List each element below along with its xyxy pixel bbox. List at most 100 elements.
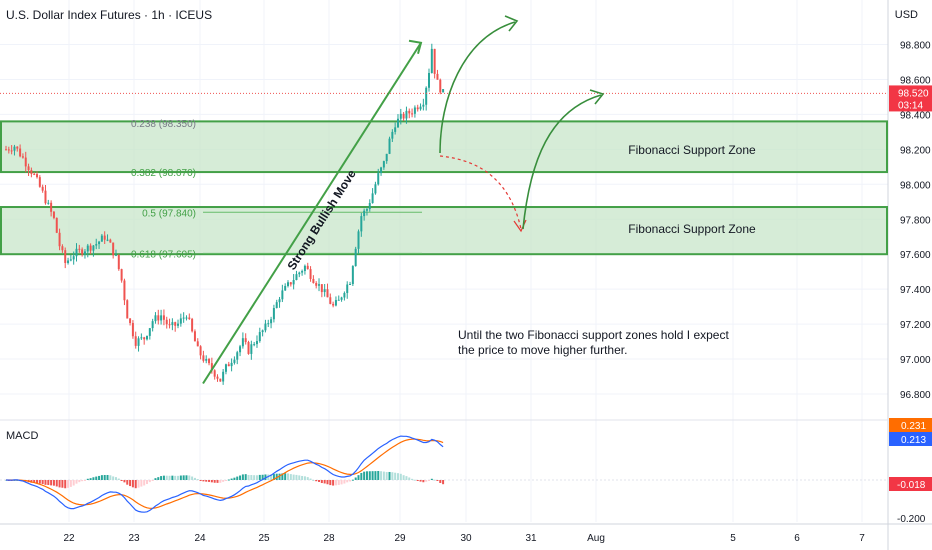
macd-signal-tag — [889, 418, 932, 432]
macd-histogram-bar — [199, 480, 202, 481]
candle-body — [433, 48, 436, 74]
macd-histogram-bar — [208, 480, 211, 482]
candle-body — [7, 149, 10, 151]
macd-histogram-bar — [143, 480, 146, 486]
macd-histogram-bar — [185, 475, 188, 480]
candle-body — [233, 359, 236, 363]
macd-histogram-bar — [103, 474, 106, 480]
macd-histogram-bar — [354, 477, 357, 480]
macd-histogram-bar — [382, 471, 385, 480]
candle-body — [222, 371, 225, 382]
macd-histogram-bar — [380, 471, 383, 480]
macd-histogram-bar — [309, 478, 312, 480]
candle-body — [16, 146, 19, 149]
macd-histogram-bar — [422, 480, 425, 483]
macd-histogram-bar — [292, 474, 295, 480]
projection-arrow-rebound — [522, 94, 602, 230]
candle-body — [394, 127, 397, 132]
macd-histogram-bar — [287, 473, 289, 480]
candle-body — [408, 110, 411, 114]
candle-body — [13, 146, 16, 151]
macd-histogram-bar — [188, 475, 191, 480]
macd-histogram-bar — [442, 480, 445, 485]
trendline-arrowhead — [408, 39, 423, 55]
macd-histogram-bar — [52, 480, 55, 486]
macd-histogram-bar — [278, 473, 281, 480]
candle-body — [326, 289, 329, 298]
macd-histogram-bar — [213, 480, 216, 483]
macd-histogram-bar — [258, 474, 261, 480]
zone-label-lower: Fibonacci Support Zone — [628, 222, 756, 236]
macd-histogram-bar — [399, 473, 402, 480]
macd-histogram-bar — [272, 474, 275, 480]
macd-histogram-bar — [202, 480, 205, 482]
candle-body — [363, 210, 366, 217]
macd-histogram-value: -0.018 — [897, 480, 926, 491]
macd-histogram-bar — [270, 474, 273, 480]
macd-histogram-bar — [318, 480, 321, 482]
macd-histogram-bar — [281, 473, 284, 480]
x-axis-tick-label: 29 — [394, 533, 406, 544]
candle-body — [264, 323, 267, 331]
macd-histogram-bar — [255, 475, 258, 480]
candle-body — [5, 149, 7, 151]
candle-body — [436, 73, 439, 80]
macd-histogram-bar — [236, 476, 239, 480]
candle-body — [318, 284, 321, 286]
macd-histogram-bar — [224, 480, 227, 481]
candle-body — [38, 177, 41, 187]
macd-histogram-bar — [92, 477, 95, 480]
macd-histogram-bar — [174, 475, 177, 480]
candle-body — [36, 174, 39, 178]
candle-body — [261, 330, 264, 333]
candle-body — [388, 138, 391, 154]
candle-body — [298, 272, 301, 275]
macd-histogram-bar — [267, 474, 270, 480]
macd-histogram-bar — [334, 480, 337, 486]
candle-body — [244, 338, 247, 343]
projection-arrowhead-rebound — [589, 89, 605, 105]
candle-body — [239, 346, 242, 353]
candle-body — [103, 235, 106, 240]
candle-body — [275, 302, 278, 308]
candle-body — [270, 319, 273, 324]
macd-histogram-bar — [112, 476, 115, 480]
macd-histogram-bar — [253, 475, 256, 480]
macd-histogram-bar — [61, 480, 64, 488]
candle-body — [287, 282, 289, 286]
macd-histogram-bar — [227, 479, 230, 481]
macd-histogram-bar — [69, 480, 72, 487]
macd-histogram-bar — [50, 480, 53, 486]
candle-body — [303, 265, 306, 272]
macd-line-value: 0.213 — [901, 435, 926, 446]
macd-histogram-bar — [323, 480, 326, 484]
candle-body — [334, 300, 337, 306]
candle-body — [188, 317, 191, 319]
candle-body — [295, 274, 298, 281]
candle-body — [439, 79, 442, 93]
fib-level-label: 0.238 (98.350) — [131, 119, 196, 130]
candle-body — [30, 170, 33, 174]
candle-body — [340, 297, 343, 300]
candle-body — [236, 352, 239, 360]
candle-body — [258, 332, 261, 342]
candle-body — [191, 318, 194, 332]
candle-body — [126, 300, 129, 319]
candle-body — [292, 280, 295, 285]
y-axis-tick-label: 98.000 — [900, 180, 931, 191]
chart-title: U.S. Dollar Index Futures · 1h · ICEUS — [6, 8, 213, 22]
macd-histogram-bar — [247, 474, 250, 480]
currency-label[interactable]: USD — [894, 9, 918, 21]
fib-level-label: 0.382 (98.070) — [131, 168, 196, 179]
candle-body — [44, 190, 47, 204]
candle-body — [199, 346, 202, 356]
candle-body — [89, 245, 92, 251]
candle-body — [193, 331, 196, 342]
candle-body — [230, 362, 233, 367]
candle-body — [385, 153, 388, 162]
candle-body — [396, 118, 399, 128]
macd-histogram-bar — [117, 478, 120, 480]
macd-histogram-bar — [160, 476, 163, 480]
macd-histogram-bar — [157, 477, 160, 480]
